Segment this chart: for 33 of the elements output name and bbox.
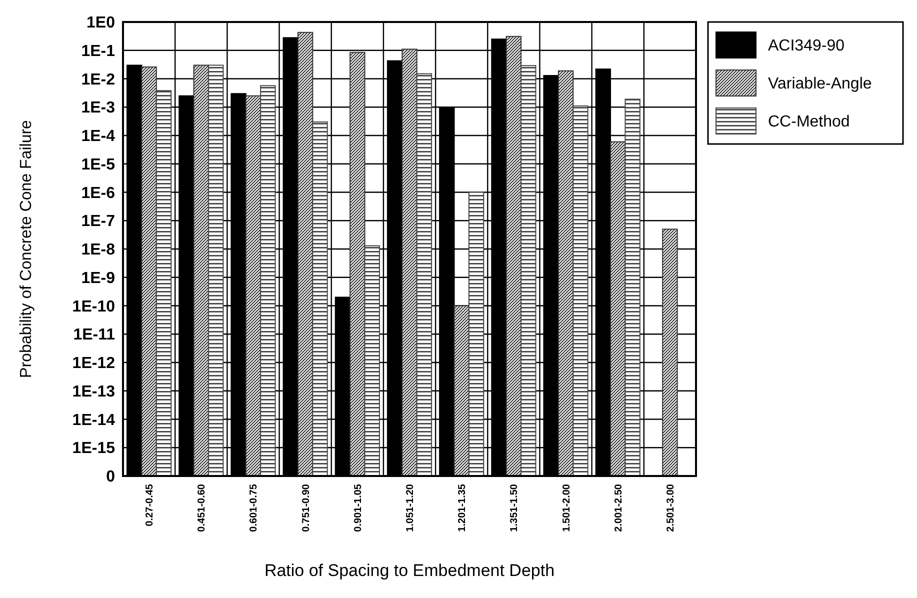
y-tick-label: 1E-2 (81, 71, 116, 88)
y-tick-label: 1E-5 (81, 156, 116, 174)
x-tick-label: 0.601-0.75 (248, 484, 260, 532)
y-tick-label: 1E-9 (81, 270, 116, 287)
legend-label: CC-Method (768, 114, 850, 131)
x-tick-label: 1.201-1.35 (457, 484, 468, 532)
x-tick-label: 1.351-1.50 (509, 484, 520, 532)
y-tick-label: 1E-15 (72, 440, 116, 458)
y-tick-label: 1E-4 (81, 128, 116, 146)
y-tick-label: 0 (106, 468, 116, 486)
y-tick-label: 1E-6 (81, 184, 116, 202)
legend-label: ACI349-90 (768, 38, 845, 55)
y-tick-label: 1E-10 (72, 298, 116, 316)
y-tick-label: 1E-14 (72, 412, 116, 429)
y-tick-label: 1E-11 (73, 326, 116, 344)
x-tick-label: 0.27-0.45 (144, 484, 156, 526)
x-tick-label: 0.751-0.90 (300, 484, 312, 532)
y-tick-label: 1E-1 (81, 42, 116, 60)
y-tick-label: 1E0 (86, 14, 116, 32)
x-tick-label: 1.501-2.00 (561, 484, 572, 532)
x-axis-title: Ratio of Spacing to Embedment Depth (264, 561, 555, 580)
x-tick-label: 0.901-1.05 (352, 484, 364, 532)
x-tick-label: 0.451-0.60 (196, 484, 208, 532)
y-tick-label: 1E-8 (81, 242, 116, 259)
y-axis-title: Probability of Concrete Cone Failure (18, 120, 35, 378)
y-tick-label: 1E-7 (81, 213, 116, 230)
y-tick-label: 1E-13 (72, 383, 116, 400)
y-tick-label: 1E-12 (72, 355, 116, 372)
x-tick-label: 2.501-3.00 (665, 484, 676, 532)
x-tick-label: 2.001-2.50 (613, 484, 624, 532)
legend-label: Variable-Angle (768, 76, 872, 93)
y-tick-label: 1E-3 (81, 100, 116, 117)
x-tick-label: 1.051-1.20 (405, 484, 416, 532)
